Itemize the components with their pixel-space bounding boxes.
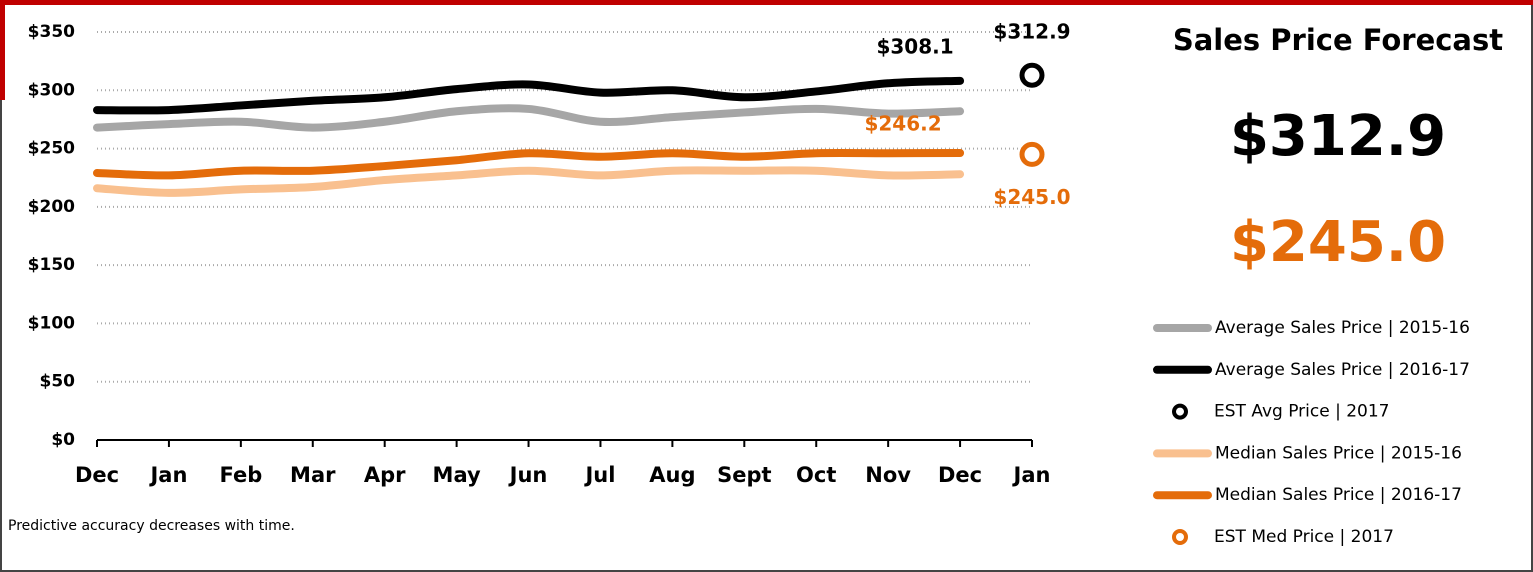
y-tick-label: $350 [28,22,75,42]
x-tick-label: Jul [583,463,615,487]
series-line [93,148,965,180]
y-tick-label: $0 [51,430,75,450]
footnote: Predictive accuracy decreases with time. [8,518,295,534]
panel-med: $245.0 [1230,210,1446,275]
est-marker [1019,141,1045,167]
x-tick-label: Dec [938,463,982,487]
legend-swatch [1172,403,1188,420]
legend-label: Median Sales Price | 2015-16 [1215,443,1462,463]
x-tick-label: Mar [290,463,336,487]
x-tick-label: Feb [219,463,262,487]
legend-label: Average Sales Price | 2016-17 [1215,360,1470,380]
y-tick-label: $200 [28,197,75,217]
series-line [93,166,965,197]
data-label: $308.1 [876,34,953,58]
legend-label: Average Sales Price | 2015-16 [1215,318,1470,338]
data-label: $312.9 [993,20,1070,44]
series-line [93,76,965,115]
legend-label: EST Med Price | 2017 [1214,527,1394,547]
x-tick-label: Oct [796,463,836,487]
est-marker [1019,62,1045,88]
legend-swatch [1172,529,1188,545]
y-tick-label: $250 [28,139,75,159]
x-tick-label: May [433,463,481,487]
legend-label: Median Sales Price | 2016-17 [1215,485,1462,505]
accent-bar [0,0,1533,5]
x-tick-label: Apr [364,463,406,487]
x-tick-label: Jun [508,463,548,487]
y-tick-label: $150 [28,255,75,275]
panel-avg: $312.9 [1230,104,1446,169]
x-tick-label: Dec [75,463,119,487]
legend-label: EST Avg Price | 2017 [1214,402,1389,422]
x-tick-label: Jan [148,463,187,487]
accent-side [0,0,5,100]
y-tick-label: $300 [28,80,75,100]
y-tick-label: $100 [28,313,75,333]
y-tick-label: $50 [40,372,76,392]
data-label: $245.0 [993,185,1070,209]
x-tick-label: Nov [865,463,911,487]
data-label: $246.2 [864,112,941,136]
x-tick-label: Sept [717,463,771,487]
x-tick-label: Jan [1012,463,1051,487]
series-line [93,104,965,132]
panel-title: Sales Price Forecast [1173,23,1503,57]
x-tick-label: Aug [649,463,695,487]
